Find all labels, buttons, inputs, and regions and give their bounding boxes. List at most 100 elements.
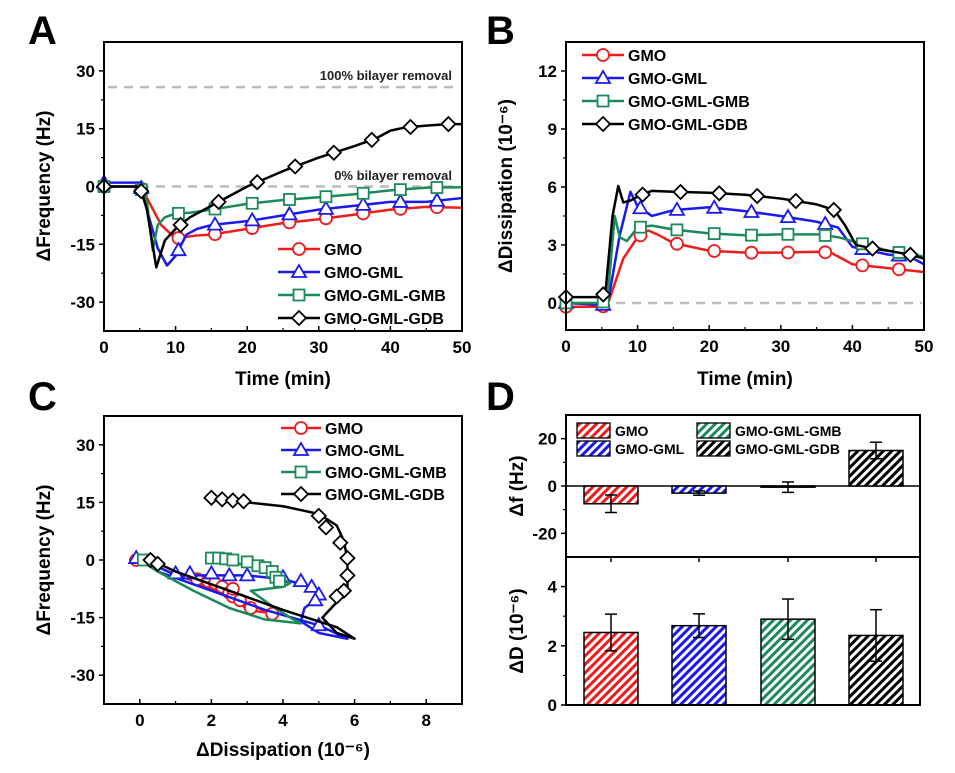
- data-point: [672, 183, 689, 201]
- data-point: [816, 215, 834, 230]
- data-point: [745, 228, 758, 242]
- y-tick-label: 9: [548, 120, 557, 139]
- data-point: [339, 549, 356, 567]
- x-tick-label: 40: [843, 337, 862, 356]
- data-point: [634, 186, 651, 203]
- legend-label: GMO-GML-GDB: [325, 487, 445, 504]
- data-point: [303, 578, 321, 593]
- panel-a-frame: [103, 41, 463, 332]
- data-point: [339, 567, 356, 584]
- data-point: [235, 492, 252, 510]
- y-tick-label: 0: [548, 294, 557, 313]
- data-point: [149, 555, 166, 573]
- legend-swatch: [696, 422, 731, 439]
- series-line: [104, 181, 463, 267]
- data-point: [634, 220, 647, 234]
- x-tick-label: 20: [700, 337, 719, 356]
- y-tick-label: 0: [86, 551, 95, 570]
- legend-triangle-marker: [290, 263, 308, 278]
- data-point: [172, 216, 189, 234]
- y-tick-label: 4: [548, 578, 558, 597]
- legend-square-marker: [596, 94, 610, 108]
- x-tick-label: 50: [453, 338, 472, 357]
- panel-letter-a: A: [28, 9, 57, 53]
- y-tick-label: 3: [548, 236, 557, 255]
- data-point: [670, 223, 684, 237]
- data-point: [273, 574, 286, 588]
- panel-c-frame: [103, 415, 463, 705]
- legend-diamond-marker: [292, 485, 310, 503]
- panel-b-dissipation-vs-time: 0 10 20 30 40 50 0 3 6 9 12 GMO GMO-GML GMO-GML-GMB GM…: [496, 41, 934, 390]
- panel-a-frequency-vs-time: 0 10 20 30 40 50 -30 -15 0 15 30 GMO GMO-GML GMO-GML-…: [34, 41, 472, 390]
- data-point: [306, 591, 324, 607]
- legend-swatch: [576, 422, 611, 439]
- data-point: [818, 245, 833, 260]
- annotation-0-percent: 0% bilayer removal: [334, 168, 452, 183]
- data-point: [310, 507, 328, 525]
- y-tick-label: 2: [548, 637, 557, 656]
- data-point: [430, 181, 444, 194]
- y-tick-label: -20: [532, 524, 557, 543]
- data-point: [825, 201, 843, 219]
- data-point: [354, 196, 372, 211]
- panel-b-ylabel: ΔDissipation (10⁻⁶): [496, 99, 517, 273]
- x-tick-label: 30: [309, 338, 328, 357]
- bar-gmo-gml: [671, 624, 727, 706]
- data-point: [670, 236, 684, 251]
- panel-letter-b: B: [486, 9, 515, 53]
- panel-c-xlabel: ΔDissipation (10⁻⁶): [196, 740, 370, 761]
- data-point: [248, 173, 266, 191]
- data-point: [742, 203, 761, 218]
- data-point: [292, 572, 310, 588]
- data-point: [240, 555, 254, 569]
- data-point: [394, 183, 407, 196]
- x-tick-label: 20: [238, 338, 257, 357]
- x-tick-label: 8: [421, 711, 430, 730]
- legend-triangle-marker: [292, 441, 310, 456]
- x-tick-label: 50: [915, 337, 934, 356]
- x-tick-label: 0: [99, 338, 108, 357]
- x-tick-label: 4: [278, 711, 288, 730]
- data-point: [856, 237, 869, 251]
- y-tick-label: 20: [538, 430, 557, 449]
- series-line: [566, 229, 925, 309]
- x-tick-label: 6: [350, 711, 359, 730]
- legend-label: GMO-GML-GDB: [324, 311, 444, 328]
- legend-label: GMO: [324, 242, 362, 259]
- data-point: [319, 190, 333, 204]
- data-point: [864, 240, 881, 257]
- data-point: [283, 193, 296, 206]
- data-point: [224, 492, 242, 509]
- panel-letter-c: C: [28, 375, 57, 419]
- panel-b-frame: [565, 41, 925, 331]
- data-point: [391, 193, 409, 208]
- data-point: [787, 192, 805, 210]
- legend-circle-marker: [292, 242, 306, 256]
- data-point: [902, 246, 919, 264]
- data-point: [213, 491, 231, 508]
- y-tick-label: 0: [86, 178, 95, 197]
- data-point: [317, 200, 335, 215]
- data-point: [779, 208, 797, 224]
- legend-label: GMO-GML: [615, 441, 685, 457]
- data-point: [744, 245, 759, 260]
- data-point: [705, 199, 723, 214]
- panel-c-frequency-vs-dissipation: 0 2 4 6 8 -30 -15 0 15 30 GMO GMO-GML GMO-GML-GMB GMO…: [34, 415, 463, 761]
- legend-circle-marker: [294, 421, 308, 435]
- legend-label: GMO: [628, 48, 666, 65]
- data-point: [245, 196, 259, 210]
- legend-label: GMO-GML-GMB: [324, 288, 446, 305]
- panel-d-bottom-ylabel: ΔD (10⁻⁶): [507, 588, 528, 673]
- data-point: [210, 193, 227, 211]
- x-tick-label: 40: [381, 338, 400, 357]
- legend-circle-marker: [596, 48, 610, 62]
- x-tick-label: 10: [166, 338, 185, 357]
- data-point: [818, 229, 832, 242]
- data-point: [707, 227, 721, 241]
- data-point: [172, 206, 185, 220]
- panel-c-ylabel: ΔFrequency (Hz): [34, 485, 55, 636]
- legend-label: GMO-GML-GDB: [628, 117, 748, 134]
- data-point: [710, 185, 728, 202]
- data-point: [317, 519, 335, 536]
- panel-d-frame: [565, 414, 921, 706]
